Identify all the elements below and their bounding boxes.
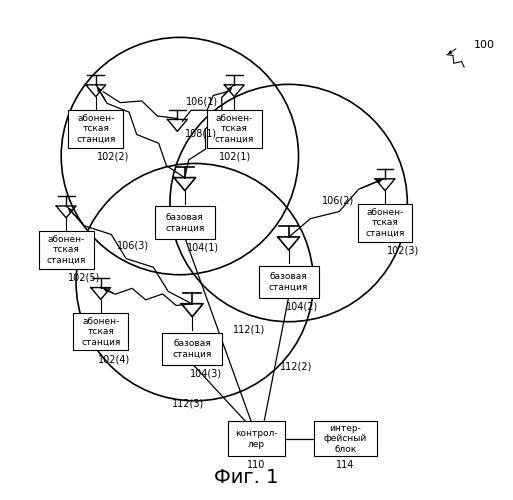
Text: 100: 100 — [474, 40, 495, 50]
Text: 106(1): 106(1) — [186, 96, 219, 106]
FancyBboxPatch shape — [38, 231, 93, 269]
Text: 102(1): 102(1) — [220, 152, 252, 162]
Text: абонен-
тская
станция: абонен- тская станция — [81, 316, 121, 346]
Text: абонен-
тская
станция: абонен- тская станция — [214, 114, 254, 144]
Text: 106(2): 106(2) — [322, 196, 354, 205]
Text: 102(4): 102(4) — [98, 354, 130, 364]
Text: 104(1): 104(1) — [187, 242, 220, 252]
Text: 104(2): 104(2) — [286, 302, 319, 312]
Text: Фиг. 1: Фиг. 1 — [214, 468, 279, 487]
FancyBboxPatch shape — [73, 313, 128, 350]
FancyBboxPatch shape — [155, 206, 215, 239]
Text: абонен-
тская
станция: абонен- тская станция — [365, 208, 405, 238]
FancyBboxPatch shape — [207, 110, 262, 148]
FancyBboxPatch shape — [68, 110, 123, 148]
Text: 106(3): 106(3) — [117, 240, 149, 250]
Text: базовая
станция: базовая станция — [165, 213, 205, 233]
Text: контрол-
лер: контрол- лер — [235, 429, 278, 448]
FancyBboxPatch shape — [162, 332, 222, 365]
Text: абонен-
тская
станция: абонен- тская станция — [47, 235, 86, 265]
Text: 112(3): 112(3) — [172, 398, 205, 408]
Text: абонен-
тская
станция: абонен- тская станция — [76, 114, 115, 144]
Text: 108(1): 108(1) — [185, 129, 217, 139]
Text: интер-
фейсный
блок: интер- фейсный блок — [324, 424, 367, 454]
Text: 102(2): 102(2) — [97, 152, 130, 162]
Text: 110: 110 — [247, 460, 266, 469]
Text: 104(3): 104(3) — [190, 368, 222, 378]
FancyBboxPatch shape — [259, 266, 319, 298]
Text: 112(1): 112(1) — [233, 324, 265, 334]
Text: 102(5): 102(5) — [68, 272, 100, 282]
FancyBboxPatch shape — [314, 422, 377, 456]
Text: базовая
станция: базовая станция — [269, 272, 308, 292]
Text: 102(3): 102(3) — [386, 246, 419, 256]
FancyBboxPatch shape — [228, 422, 285, 456]
Text: базовая
станция: базовая станция — [172, 339, 212, 358]
Text: 114: 114 — [337, 460, 354, 469]
Text: 112(2): 112(2) — [280, 361, 312, 371]
FancyBboxPatch shape — [358, 204, 412, 242]
